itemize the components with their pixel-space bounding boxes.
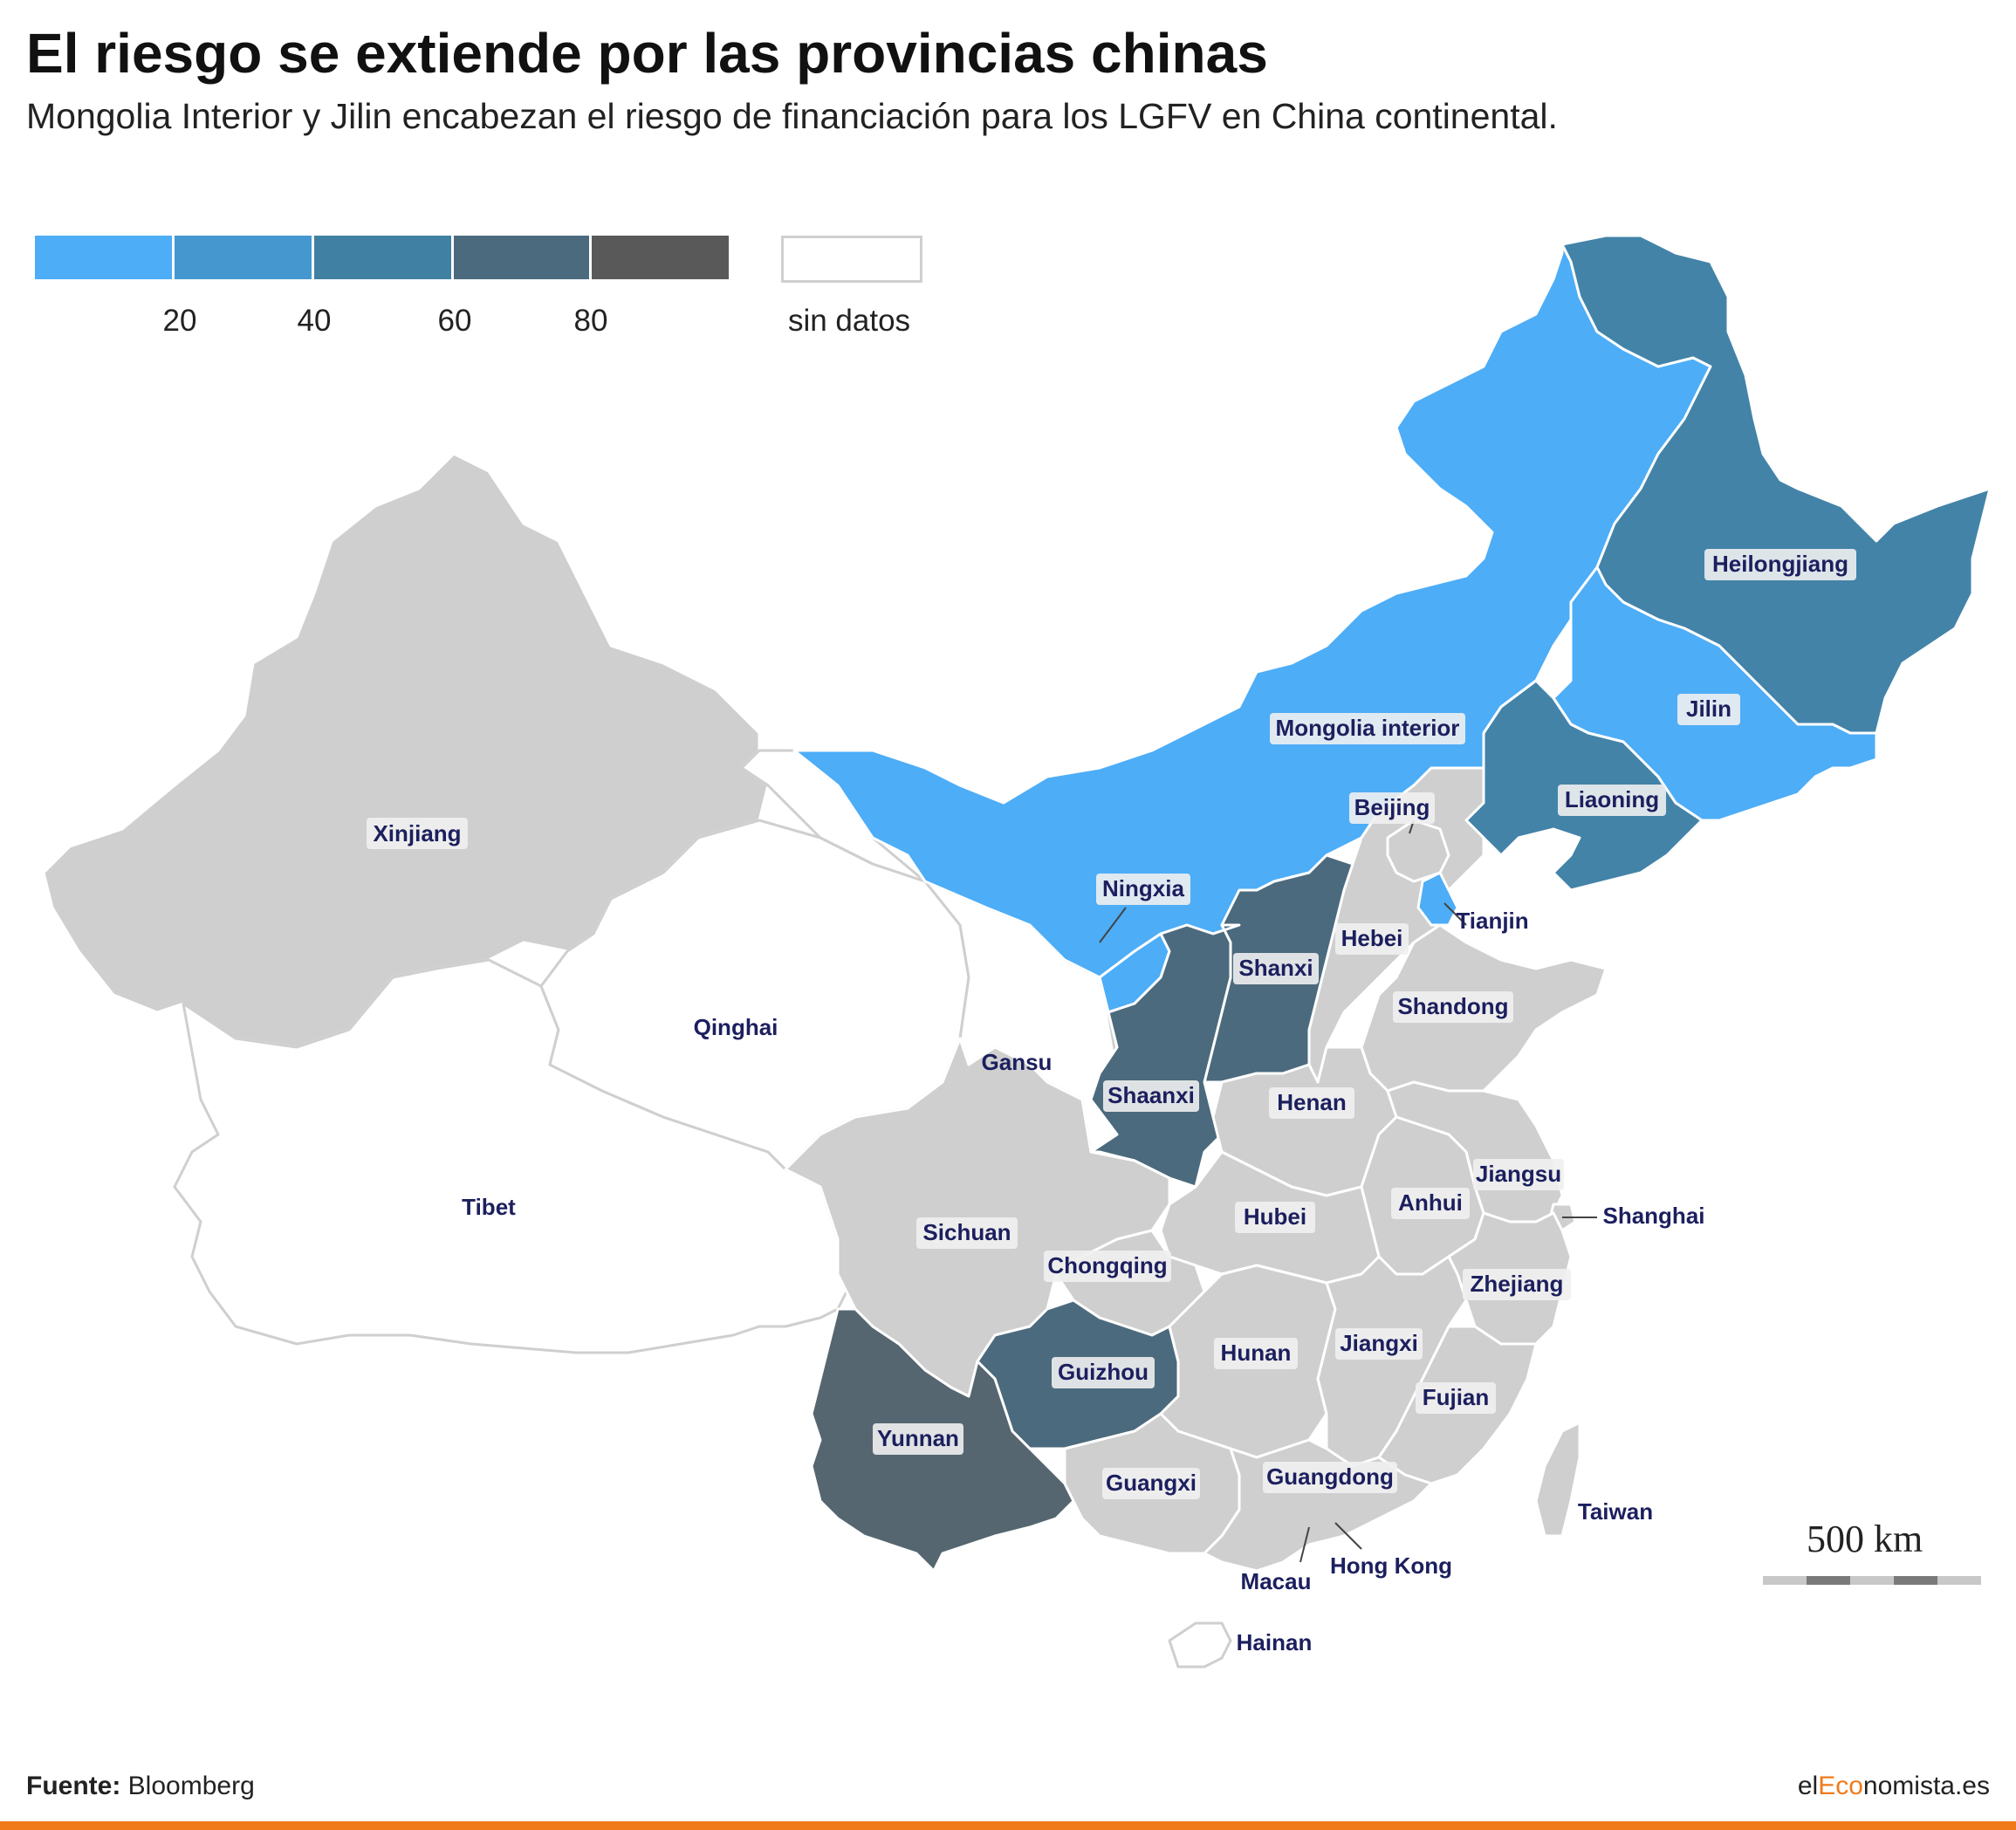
province-tianjin[interactable]: [1416, 871, 1459, 927]
legend-swatch-3: [454, 236, 589, 279]
label-jiangxi: Jiangxi: [1340, 1330, 1418, 1356]
label-sichuan: Sichuan: [922, 1219, 1011, 1245]
label-hebei: Hebei: [1341, 925, 1403, 951]
brand-prefix: el: [1797, 1772, 1819, 1800]
label-yunnan: Yunnan: [877, 1425, 959, 1451]
label-gansu: Gansu: [982, 1049, 1053, 1075]
legend-no-data-swatch: [781, 236, 922, 283]
label-hongkong: Hong Kong: [1330, 1552, 1452, 1579]
label-hubei: Hubei: [1244, 1203, 1306, 1230]
label-taiwan: Taiwan: [1578, 1498, 1653, 1525]
label-fujian: Fujian: [1423, 1384, 1490, 1410]
legend-tick-20: 20: [162, 304, 197, 338]
bottom-accent-bar: [0, 1821, 2016, 1830]
label-qinghai: Qinghai: [694, 1014, 778, 1040]
province-hainan[interactable]: [1168, 1621, 1232, 1669]
china-province-map: Xinjiang Tibet Qinghai Gansu Mongolia in…: [42, 234, 1992, 1669]
label-jilin: Jilin: [1686, 696, 1731, 722]
page-title: El riesgo se extiende por las provincias…: [26, 22, 1268, 85]
label-beijing: Beijing: [1354, 794, 1430, 820]
label-tianjin: Tianjin: [1456, 908, 1528, 934]
label-xinjiang: Xinjiang: [373, 820, 461, 846]
brand-logo: elEconomista.es: [1798, 1772, 1990, 1801]
label-shanxi: Shanxi: [1238, 955, 1313, 981]
label-guizhou: Guizhou: [1058, 1359, 1149, 1385]
legend-tick-80: 80: [573, 304, 608, 338]
scale-segment-5: [1937, 1576, 1981, 1585]
label-ningxia: Ningxia: [1102, 875, 1184, 901]
scale-label: 500 km: [1807, 1518, 1923, 1560]
scale-bar: [1763, 1576, 1981, 1585]
label-shaanxi: Shaanxi: [1107, 1082, 1195, 1108]
scale-segment-1: [1763, 1576, 1807, 1585]
label-mongolia: Mongolia interior: [1276, 715, 1460, 741]
source-label: Fuente:: [26, 1772, 121, 1800]
label-jiangsu: Jiangsu: [1476, 1161, 1561, 1187]
label-guangdong: Guangdong: [1266, 1463, 1394, 1490]
label-anhui: Anhui: [1398, 1189, 1463, 1216]
legend-swatch-4: [592, 236, 729, 279]
brand-accent: Eco: [1818, 1772, 1863, 1800]
province-tibet[interactable]: [173, 958, 857, 1354]
scale-segment-2: [1807, 1576, 1850, 1585]
legend-swatch-2: [314, 236, 451, 279]
label-guangxi: Guangxi: [1106, 1470, 1197, 1496]
legend-swatch-0: [35, 236, 172, 279]
label-macau: Macau: [1241, 1568, 1312, 1594]
label-zhejiang: Zhejiang: [1471, 1271, 1564, 1297]
label-hunan: Hunan: [1221, 1340, 1292, 1366]
label-hainan: Hainan: [1237, 1629, 1313, 1655]
label-tibet: Tibet: [462, 1194, 516, 1220]
legend-tick-60: 60: [437, 304, 472, 338]
legend-tick-40: 40: [297, 304, 332, 338]
source-value: Bloomberg: [127, 1772, 255, 1800]
label-chongqing: Chongqing: [1047, 1252, 1167, 1278]
label-shandong: Shandong: [1397, 993, 1508, 1019]
province-shaanxi[interactable]: [1080, 923, 1241, 1189]
scale-segment-4: [1894, 1576, 1937, 1585]
label-liaoning: Liaoning: [1565, 786, 1659, 812]
label-heilongjiang: Heilongjiang: [1712, 551, 1848, 577]
page-subtitle: Mongolia Interior y Jilin encabezan el r…: [26, 96, 1558, 136]
province-taiwan[interactable]: [1534, 1421, 1581, 1538]
source-line: Fuente: Bloomberg: [26, 1772, 255, 1801]
legend-no-data-label: sin datos: [787, 304, 911, 338]
scale-segment-3: [1850, 1576, 1894, 1585]
legend-swatch-1: [175, 236, 312, 279]
label-shanghai: Shanghai: [1602, 1203, 1704, 1229]
label-henan: Henan: [1277, 1089, 1346, 1115]
brand-suffix: nomista.es: [1862, 1772, 1990, 1800]
color-legend: 20 40 60 80 sin datos: [35, 236, 943, 349]
